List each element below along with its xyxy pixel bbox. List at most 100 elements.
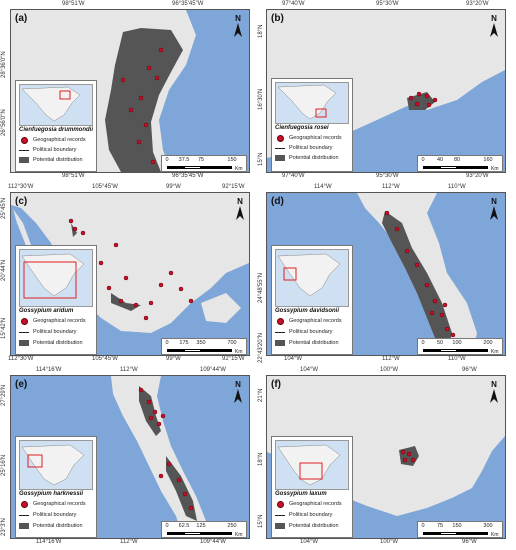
legend-distribution-f: Potential distribution (275, 523, 339, 529)
species-name-f: Gossypium laxum (275, 491, 327, 497)
bottom-tick-c-4: 92°15'W (222, 356, 245, 362)
top-tick-b-3: 93°20'W (466, 1, 489, 7)
bottom-tick-b-1: 97°40'W (282, 173, 305, 179)
north-arrow-e: N (231, 380, 245, 403)
boundary-line-icon (275, 329, 285, 335)
boundary-line-icon (19, 147, 29, 153)
inset-map-c (19, 249, 93, 307)
record-dot-icon (19, 318, 29, 325)
bottom-tick-c-1: 112°30'W (8, 356, 34, 362)
bottom-tick-c-3: 99°W (166, 356, 181, 362)
legend-boundary-d: Political boundary (275, 329, 332, 335)
legend-boundary-a: Political boundary (19, 147, 76, 153)
distribution-box-icon (275, 523, 285, 529)
distribution-box-icon (19, 523, 29, 529)
north-arrow-d: N (487, 197, 501, 220)
north-arrow-label-a: N (235, 14, 241, 23)
panel-c: 112°30'W 105°45'W 99°W 92°15'W (c) N (0, 183, 258, 366)
legend-records-c: Geographical records (19, 318, 86, 325)
legend-records-b: Geographical records (275, 135, 342, 142)
inset-mexico-c (21, 253, 85, 299)
record-dot-icon (275, 501, 285, 508)
left-tick-b-3: 15°N (258, 152, 264, 166)
scale-bar-a: 0 37.5 75 150 Km (161, 155, 247, 172)
land-map-e (111, 376, 206, 538)
panel-label-f: (f) (271, 379, 281, 390)
inset-c: Gossypium aridum Geographical records Po… (15, 245, 97, 355)
left-tick-c-2: 20°44'N (1, 259, 7, 281)
map-frame-a: (a) N Cienfuegosia drummondii Geographic… (10, 9, 250, 173)
left-tick-c-1: 25°45'N (1, 197, 7, 219)
species-name-e: Gossypium harknessii (19, 491, 84, 497)
land-map-c (11, 193, 249, 333)
north-arrow-label-c: N (237, 197, 243, 206)
legend-distribution-d: Potential distribution (275, 340, 339, 346)
bottom-tick-a-2: 96°35'45"W (172, 173, 204, 179)
map-frame-e: (e) N Gossypium harknessii Geographical … (10, 375, 250, 539)
boundary-line-icon (275, 145, 285, 151)
inset-map-b (275, 82, 349, 124)
left-tick-f-1: 21°N (258, 388, 264, 402)
left-tick-a-2: 26°56'0"N (1, 109, 7, 136)
top-tick-d-2: 112°W (382, 184, 400, 190)
species-name-a: Cienfuegosia drummondii (19, 127, 94, 133)
top-tick-e-1: 114°16'W (36, 367, 62, 373)
legend-records-e: Geographical records (19, 501, 86, 508)
left-tick-f-2: 18°N (258, 452, 264, 466)
top-tick-d-1: 114°W (314, 184, 332, 190)
record-dot-icon (275, 318, 285, 325)
scale-bar-e: 0 62.5 125 250 Km (161, 521, 247, 538)
top-tick-f-3: 96°W (462, 367, 477, 373)
left-tick-a-1: 28°36'0"N (1, 51, 7, 78)
legend-boundary-e: Political boundary (19, 512, 76, 518)
north-arrow-label-d: N (491, 197, 497, 206)
left-tick-b-2: 16°30'N (258, 88, 264, 110)
panel-label-c: (c) (15, 196, 28, 207)
panel-label-b: (b) (271, 13, 284, 24)
top-tick-c-2: 105°45'W (92, 184, 118, 190)
top-tick-c-3: 99°W (166, 184, 181, 190)
panel-b: 97°40'W 95°30'W 93°20'W (b) N Cienfuegos… (258, 0, 516, 183)
top-tick-a-1: 98°51'W (62, 1, 85, 7)
top-tick-c-1: 112°30'W (8, 184, 34, 190)
record-dot-icon (275, 135, 285, 142)
distribution-box-icon (275, 340, 285, 346)
scale-bar-d: 0 50 100 200 Km (417, 338, 503, 355)
map-frame-c: (c) N Gossypium aridum Geographical reco… (10, 192, 250, 356)
bottom-tick-e-2: 112°W (120, 539, 138, 545)
inset-map-a (19, 84, 93, 126)
inset-f: Gossypium laxum Geographical records Pol… (271, 436, 353, 538)
inset-mexico-b (277, 84, 337, 120)
left-tick-c-3: 15°42'N (1, 317, 7, 339)
left-tick-e-2: 25°16'N (1, 454, 7, 476)
north-arrow-label-b: N (491, 14, 497, 23)
north-arrow-icon (490, 23, 498, 37)
top-tick-f-1: 104°W (300, 367, 319, 373)
inset-map-d (275, 249, 349, 307)
legend-distribution-a: Potential distribution (19, 157, 83, 163)
top-tick-c-4: 92°15'W (222, 184, 245, 190)
left-tick-d-1: 24°48'55"N (258, 272, 264, 303)
inset-d: Gossypium davidsonii Geographical record… (271, 245, 353, 355)
panel-d: 114°W 112°W 110°W (d) N Gos (258, 183, 516, 366)
left-tick-e-1: 27°29'N (1, 384, 7, 406)
north-arrow-f: N (487, 380, 501, 403)
legend-distribution-b: Potential distribution (275, 155, 339, 161)
bottom-tick-d-2: 112°W (382, 356, 400, 362)
record-dot-icon (19, 501, 29, 508)
left-tick-f-3: 15°N (258, 514, 264, 528)
bottom-tick-f-1: 104°W (300, 539, 319, 545)
north-arrow-icon (490, 206, 498, 220)
species-name-b: Cienfuegosia rosei (275, 125, 329, 131)
boundary-line-icon (19, 329, 29, 335)
scale-bar-f: 0 75 150 300 Km (417, 521, 503, 538)
panel-label-d: (d) (271, 196, 284, 207)
top-tick-b-2: 95°30'W (376, 1, 399, 7)
bottom-tick-b-3: 93°20'W (466, 173, 489, 179)
left-tick-e-3: 23°3'N (1, 518, 7, 536)
inset-b: Cienfuegosia rosei Geographical records … (271, 78, 353, 172)
north-arrow-icon (234, 389, 242, 403)
inset-e: Gossypium harknessii Geographical record… (15, 436, 97, 538)
north-arrow-label-e: N (235, 380, 241, 389)
legend-boundary-b: Political boundary (275, 145, 332, 151)
